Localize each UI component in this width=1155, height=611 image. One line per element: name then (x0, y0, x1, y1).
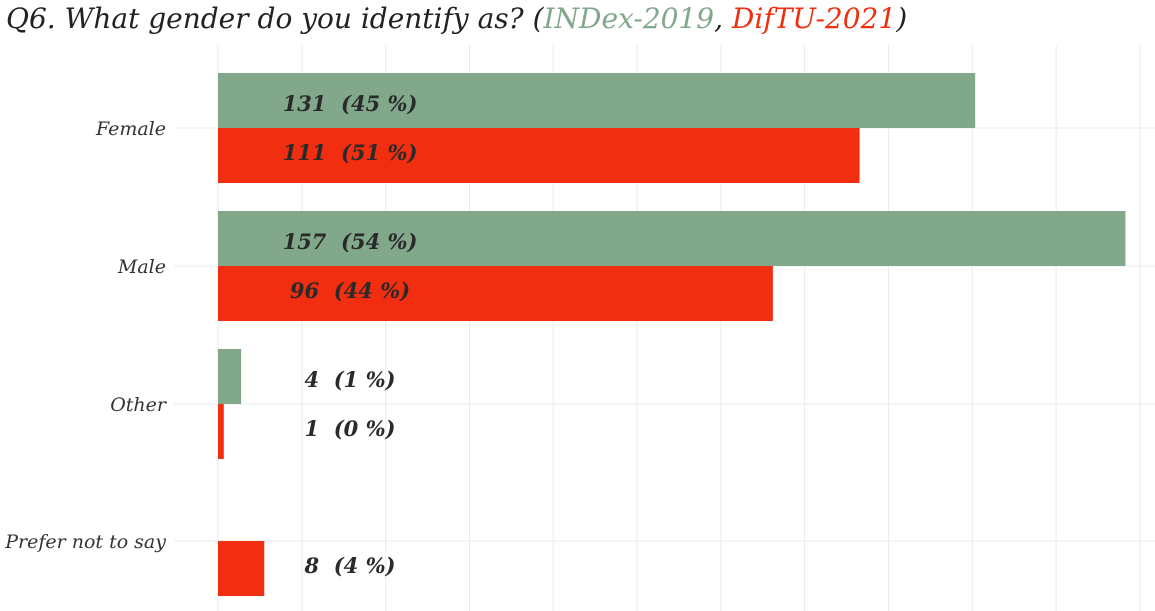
bar-diftu-2021 (218, 128, 860, 183)
chart-title: Q6. What gender do you identify as? (IND… (6, 0, 907, 40)
data-label: 8 (4 %) (304, 553, 396, 578)
category-label: Female (95, 118, 166, 140)
data-label: 96 (44 %) (290, 278, 410, 303)
title-suffix: ) (896, 2, 908, 35)
title-series-a: INDex-2019 (543, 2, 715, 35)
category-label: Prefer not to say (4, 531, 166, 553)
title-series-b: DifTU-2021 (731, 2, 897, 35)
data-label: 131 (45 %) (283, 91, 418, 116)
bar-index-2019 (218, 73, 976, 128)
title-separator: , (714, 2, 732, 35)
data-label: 157 (54 %) (283, 229, 418, 254)
bar-diftu-2021 (218, 266, 773, 321)
title-prefix: Q6. What gender do you identify as? ( (6, 2, 544, 35)
data-label: 111 (51 %) (283, 140, 418, 165)
bar-diftu-2021 (218, 541, 265, 596)
bar-diftu-2021 (218, 404, 224, 459)
data-label: 4 (1 %) (305, 367, 396, 392)
category-label: Other (110, 394, 168, 416)
bar-index-2019 (218, 211, 1126, 266)
bar-index-2019 (218, 349, 242, 404)
data-label: 1 (0 %) (305, 416, 396, 441)
category-label: Male (117, 256, 166, 278)
